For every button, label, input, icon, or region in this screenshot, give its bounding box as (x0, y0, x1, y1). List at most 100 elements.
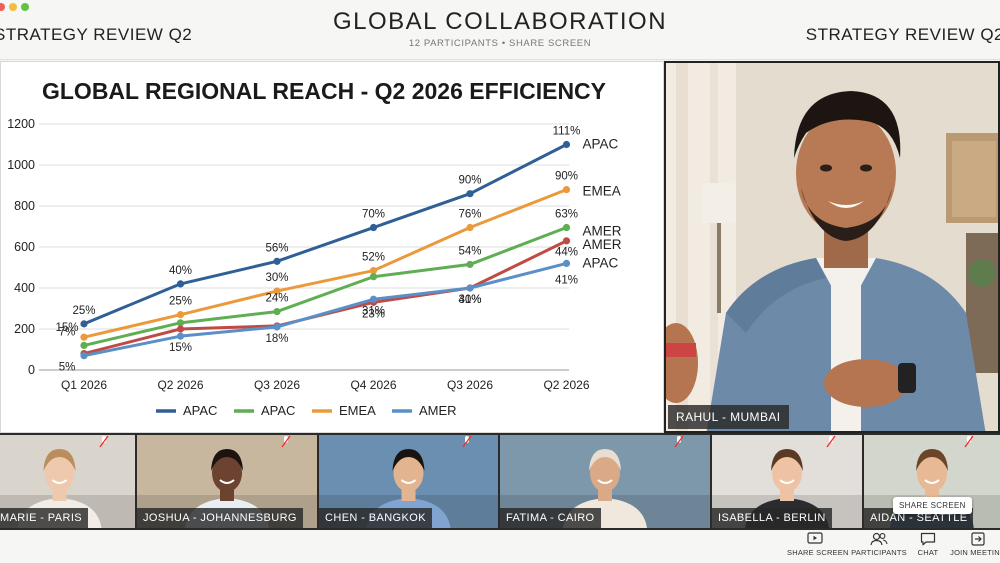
mic-muted-icon (826, 435, 836, 448)
data-label: 54% (458, 245, 481, 257)
data-point (562, 140, 571, 149)
legend-entry: EMEA (339, 403, 376, 418)
share-screen-label: SHARE SCREEN (787, 548, 849, 557)
meeting-controls: SHARE SCREEN PARTICIPANTS CHAT JOIN MEET… (0, 530, 1000, 563)
x-tick-label: Q3 2026 (447, 378, 493, 392)
data-point (369, 295, 378, 303)
chat-button[interactable]: CHAT (910, 532, 946, 557)
participant-strip: MARIE - PARIS JOSHUA - JOHANNESBURG CHEN -… (0, 433, 1000, 530)
x-tick-label: Q3 2026 (254, 378, 300, 392)
meeting-subtitle: 12 PARTICIPANTS • SHARE SCREEN (408, 38, 592, 49)
data-label: 7% (59, 326, 76, 338)
data-point (369, 223, 378, 232)
data-point (466, 223, 474, 232)
data-label: 18% (265, 333, 288, 345)
participant-tile[interactable]: JOSHUA - JOHANNESBURG (137, 435, 317, 528)
participants-label: PARTICIPANTS (851, 548, 907, 557)
series-end-label: AMER (583, 237, 622, 252)
mic-muted-icon (964, 435, 974, 448)
data-label: 5% (59, 362, 76, 374)
participant-tile[interactable]: ISABELLA - BERLIN (712, 435, 862, 528)
data-point (80, 333, 88, 341)
legend-entry: APAC (183, 403, 217, 418)
line-chart: GLOBAL REGIONAL REACH - Q2 2026 EFFICIEN… (7, 78, 622, 418)
data-point (562, 237, 571, 245)
shared-screen[interactable]: GLOBAL REGIONAL REACH - Q2 2026 EFFICIEN… (0, 61, 664, 433)
x-tick-label: Q2 2026 (543, 378, 589, 392)
data-label: 76% (458, 209, 481, 221)
y-tick-label: 800 (14, 199, 35, 213)
data-label: 90% (555, 171, 578, 183)
join-meeting-icon (971, 532, 985, 546)
participant-tile[interactable]: AIDAN - SEATTLE (864, 435, 1000, 528)
series-line-emea (83, 188, 568, 339)
series-line-amer (83, 239, 568, 356)
share-screen-icon (807, 532, 823, 544)
participants-button[interactable]: PARTICIPANTS (851, 532, 907, 557)
chat-label: CHAT (917, 548, 939, 557)
data-label: 111% (553, 126, 581, 138)
data-label: 31% (362, 305, 385, 317)
data-point (273, 323, 281, 331)
data-point (273, 307, 281, 316)
x-tick-label: Q4 2026 (350, 378, 396, 392)
series-end-label: APAC (583, 137, 619, 152)
main-speaker-video[interactable]: RAHUL - MUMBAI (664, 61, 1000, 433)
series-end-label: APAC (583, 255, 619, 270)
data-label: 70% (362, 209, 385, 221)
data-label: 30% (458, 294, 481, 306)
data-point (562, 223, 571, 232)
data-point (80, 320, 88, 328)
data-label: 41% (555, 274, 578, 286)
data-point (176, 319, 185, 327)
series-end-label: AMER (583, 224, 622, 239)
series-line-apac (83, 143, 568, 326)
x-tick-label: Q1 2026 (61, 378, 107, 392)
title-bar: STRATEGY REVIEW Q2 GLOBAL COLLABORATION … (0, 0, 1000, 60)
participant-name: CHEN - BANGKOK (319, 508, 432, 528)
data-point (466, 284, 474, 292)
data-point (176, 311, 185, 319)
chat-icon (920, 532, 936, 546)
data-point (80, 341, 88, 349)
y-tick-label: 1200 (7, 117, 35, 131)
mic-muted-icon (462, 435, 472, 448)
data-label: 24% (265, 293, 288, 305)
participant-name: JOSHUA - JOHANNESBURG (137, 508, 303, 528)
close-window-icon[interactable] (0, 3, 5, 11)
data-point (176, 280, 185, 288)
data-point (369, 266, 378, 275)
data-label: 30% (265, 272, 288, 284)
legend-entry: AMER (419, 403, 457, 418)
mic-muted-icon (674, 435, 684, 448)
participant-tile[interactable]: MARIE - PARIS (0, 435, 135, 528)
meeting-label-left: STRATEGY REVIEW Q2 (0, 25, 193, 44)
y-tick-label: 1000 (7, 158, 35, 172)
data-point (466, 190, 474, 198)
data-label: 15% (55, 322, 78, 334)
participant-name: FATIMA - CAIRO (500, 508, 601, 528)
maximize-window-icon[interactable] (21, 3, 29, 11)
participant-tile[interactable]: FATIMA - CAIRO (500, 435, 710, 528)
data-label: 25% (72, 305, 95, 317)
join-meeting-button[interactable]: JOIN MEETING (950, 532, 1000, 557)
chart-title: GLOBAL REGIONAL REACH - Q2 2026 EFFICIEN… (42, 78, 606, 104)
data-point (176, 332, 185, 340)
minimize-window-icon[interactable] (9, 3, 17, 11)
main-speaker-name: RAHUL - MUMBAI (668, 405, 789, 429)
data-label: 44% (555, 246, 578, 258)
y-tick-label: 200 (14, 322, 35, 336)
participant-tile[interactable]: CHEN - BANGKOK (319, 435, 498, 528)
participant-name: MARIE - PARIS (0, 508, 89, 528)
share-screen-tooltip: SHARE SCREEN (893, 497, 972, 514)
share-screen-button[interactable]: SHARE SCREEN (787, 532, 848, 557)
meeting-title: GLOBAL COLLABORATION (332, 8, 668, 35)
mic-muted-icon (281, 435, 291, 448)
legend-entry: APAC (261, 403, 295, 418)
data-label: 23% (362, 308, 385, 320)
x-tick-label: Q2 2026 (157, 378, 203, 392)
series-line-amer (83, 261, 567, 358)
data-point (562, 259, 571, 267)
participants-icon (870, 532, 888, 546)
